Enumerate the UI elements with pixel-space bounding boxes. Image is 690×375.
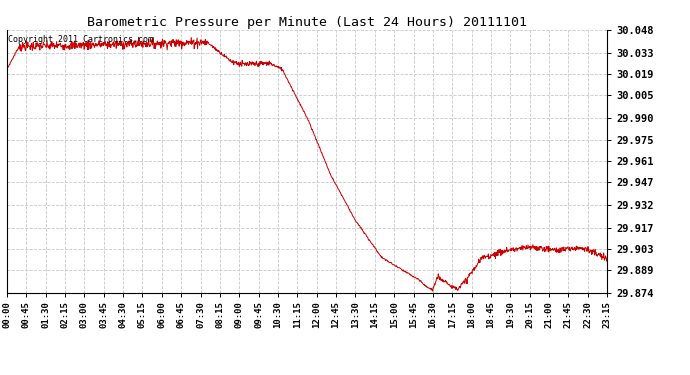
Text: Copyright 2011 Cartronics.com: Copyright 2011 Cartronics.com <box>8 35 153 44</box>
Title: Barometric Pressure per Minute (Last 24 Hours) 20111101: Barometric Pressure per Minute (Last 24 … <box>87 16 527 29</box>
